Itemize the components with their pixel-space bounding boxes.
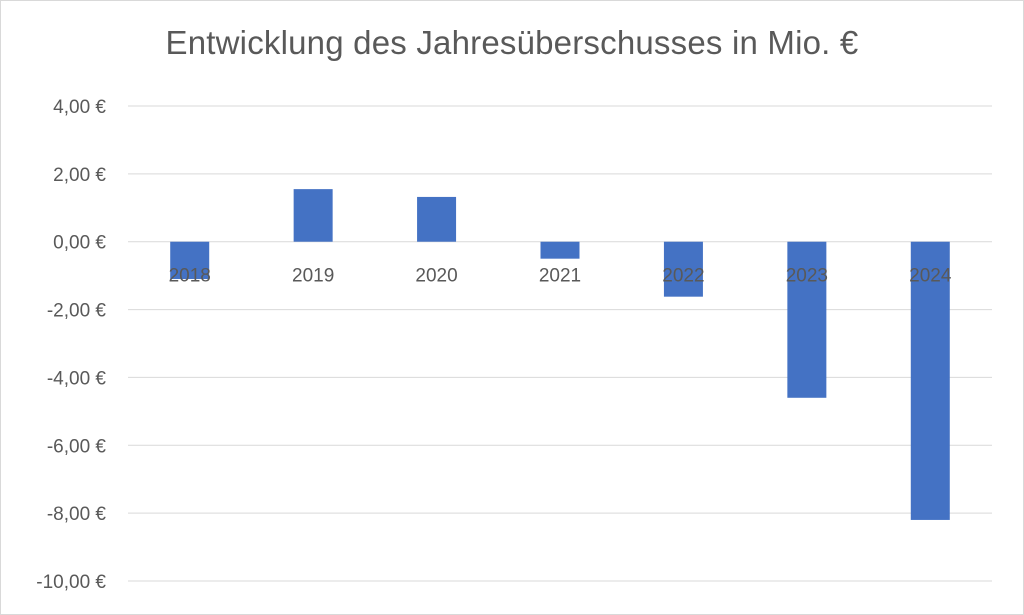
y-axis-tick-labels: 4,00 € 2,00 € 0,00 € -2,00 € -4,00 € -6,00 € -… — [36, 97, 106, 593]
y-tick-label: -10,00 € — [36, 572, 106, 593]
y-tick-label: -6,00 € — [47, 436, 107, 457]
x-tick-label: 2023 — [786, 266, 828, 287]
chart-title: Entwicklung des Jahresüberschusses in Mi… — [165, 24, 859, 61]
y-tick-label: 0,00 € — [53, 233, 106, 254]
bar-2019 — [293, 189, 333, 242]
bar-2023 — [787, 241, 827, 398]
y-tick-label: 4,00 € — [53, 97, 106, 118]
bar-2020 — [417, 196, 457, 242]
bars — [170, 189, 950, 520]
y-tick-label: -4,00 € — [47, 368, 107, 389]
gridlines — [128, 105, 992, 582]
y-tick-label: -8,00 € — [47, 504, 107, 525]
x-axis-tick-labels: 2018 2019 2020 2021 2022 2023 2024 — [169, 266, 952, 287]
bar-2021 — [540, 241, 580, 259]
bar-2018 — [170, 241, 210, 280]
x-tick-label: 2020 — [415, 266, 457, 287]
x-tick-label: 2024 — [909, 266, 952, 287]
x-tick-label: 2019 — [292, 266, 334, 287]
y-tick-label: 2,00 € — [53, 165, 106, 186]
bar-2024 — [910, 241, 950, 520]
bar-2022 — [663, 241, 703, 297]
x-tick-label: 2022 — [662, 266, 704, 287]
x-tick-label: 2018 — [169, 266, 211, 287]
x-tick-label: 2021 — [539, 266, 581, 287]
y-tick-label: -2,00 € — [47, 301, 107, 322]
